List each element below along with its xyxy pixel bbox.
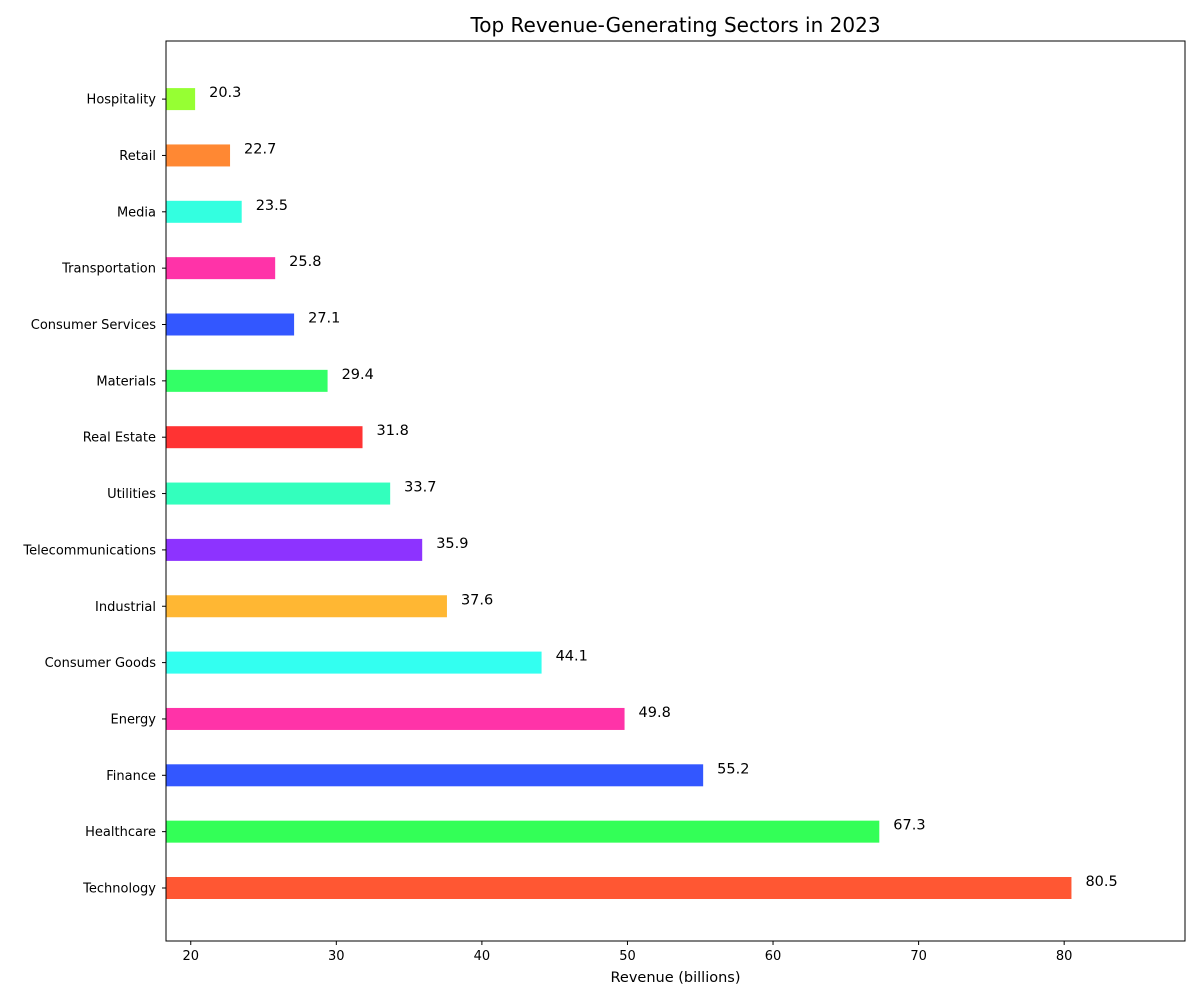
value-label-media: 23.5 bbox=[256, 198, 288, 214]
value-label-healthcare: 67.3 bbox=[893, 818, 925, 834]
bar-hospitality bbox=[166, 88, 196, 111]
y-tick-label-consumer-goods: Consumer Goods bbox=[45, 656, 157, 671]
bar-media bbox=[166, 200, 242, 223]
bar-industrial bbox=[166, 595, 447, 618]
x-tick-label-70: 70 bbox=[910, 949, 927, 964]
y-tick-label-materials: Materials bbox=[96, 374, 156, 389]
value-label-materials: 29.4 bbox=[342, 367, 374, 383]
bar-real-estate bbox=[166, 426, 363, 449]
x-tick-label-50: 50 bbox=[619, 949, 636, 964]
y-tick-label-industrial: Industrial bbox=[95, 600, 156, 615]
y-tick-label-finance: Finance bbox=[106, 769, 156, 784]
x-axis: 20 30 40 50 60 70 80 bbox=[182, 941, 1072, 964]
bar-materials bbox=[166, 369, 328, 392]
bar-technology bbox=[166, 877, 1072, 899]
bar-finance bbox=[166, 764, 704, 787]
y-tick-label-telecommunications: Telecommunications bbox=[22, 543, 156, 558]
value-label-industrial: 37.6 bbox=[461, 592, 493, 608]
plot-frame bbox=[165, 40, 1186, 942]
x-tick-label-60: 60 bbox=[765, 949, 782, 964]
x-tick-label-20: 20 bbox=[182, 949, 199, 964]
bar-transportation bbox=[166, 257, 276, 280]
y-axis: Technology Healthcare Finance Energy Consume… bbox=[22, 93, 166, 897]
value-label-retail: 22.7 bbox=[244, 141, 276, 157]
y-tick-label-real-estate: Real Estate bbox=[83, 431, 156, 446]
value-label-utilities: 33.7 bbox=[404, 480, 436, 496]
y-tick-label-transportation: Transportation bbox=[61, 262, 156, 277]
bar-retail bbox=[166, 144, 231, 167]
y-tick-label-retail: Retail bbox=[119, 149, 156, 164]
y-tick-label-technology: Technology bbox=[82, 882, 156, 897]
x-tick-label-40: 40 bbox=[474, 949, 491, 964]
bars-layer bbox=[166, 88, 1072, 899]
value-label-consumer-services: 27.1 bbox=[308, 311, 340, 327]
bar-utilities bbox=[166, 482, 391, 505]
value-labels-layer: 80.5 67.3 55.2 49.8 44.1 37.6 35.9 33.7 31.8 29.4… bbox=[209, 85, 1118, 890]
chart-title: Top Revenue-Generating Sectors in 2023 bbox=[469, 13, 880, 37]
x-tick-label-80: 80 bbox=[1056, 949, 1073, 964]
y-tick-label-media: Media bbox=[117, 205, 156, 220]
y-tick-label-healthcare: Healthcare bbox=[85, 825, 156, 840]
value-label-finance: 55.2 bbox=[717, 761, 749, 777]
value-label-telecommunications: 35.9 bbox=[436, 536, 468, 552]
value-label-consumer-goods: 44.1 bbox=[556, 649, 588, 665]
bar-healthcare bbox=[166, 820, 880, 843]
value-label-technology: 80.5 bbox=[1085, 874, 1117, 890]
y-tick-label-energy: Energy bbox=[110, 712, 156, 727]
y-tick-label-utilities: Utilities bbox=[107, 487, 156, 502]
value-label-energy: 49.8 bbox=[639, 705, 671, 721]
value-label-hospitality: 20.3 bbox=[209, 85, 241, 101]
bar-consumer-services bbox=[166, 313, 295, 336]
value-label-real-estate: 31.8 bbox=[377, 423, 409, 439]
y-tick-label-consumer-services: Consumer Services bbox=[31, 318, 156, 333]
y-tick-label-hospitality: Hospitality bbox=[87, 93, 157, 108]
x-axis-label: Revenue (billions) bbox=[610, 970, 740, 986]
value-label-transportation: 25.8 bbox=[289, 254, 321, 270]
bar-energy bbox=[166, 707, 625, 730]
bar-telecommunications bbox=[166, 538, 423, 561]
x-tick-label-30: 30 bbox=[328, 949, 345, 964]
bar-consumer-goods bbox=[166, 651, 542, 674]
